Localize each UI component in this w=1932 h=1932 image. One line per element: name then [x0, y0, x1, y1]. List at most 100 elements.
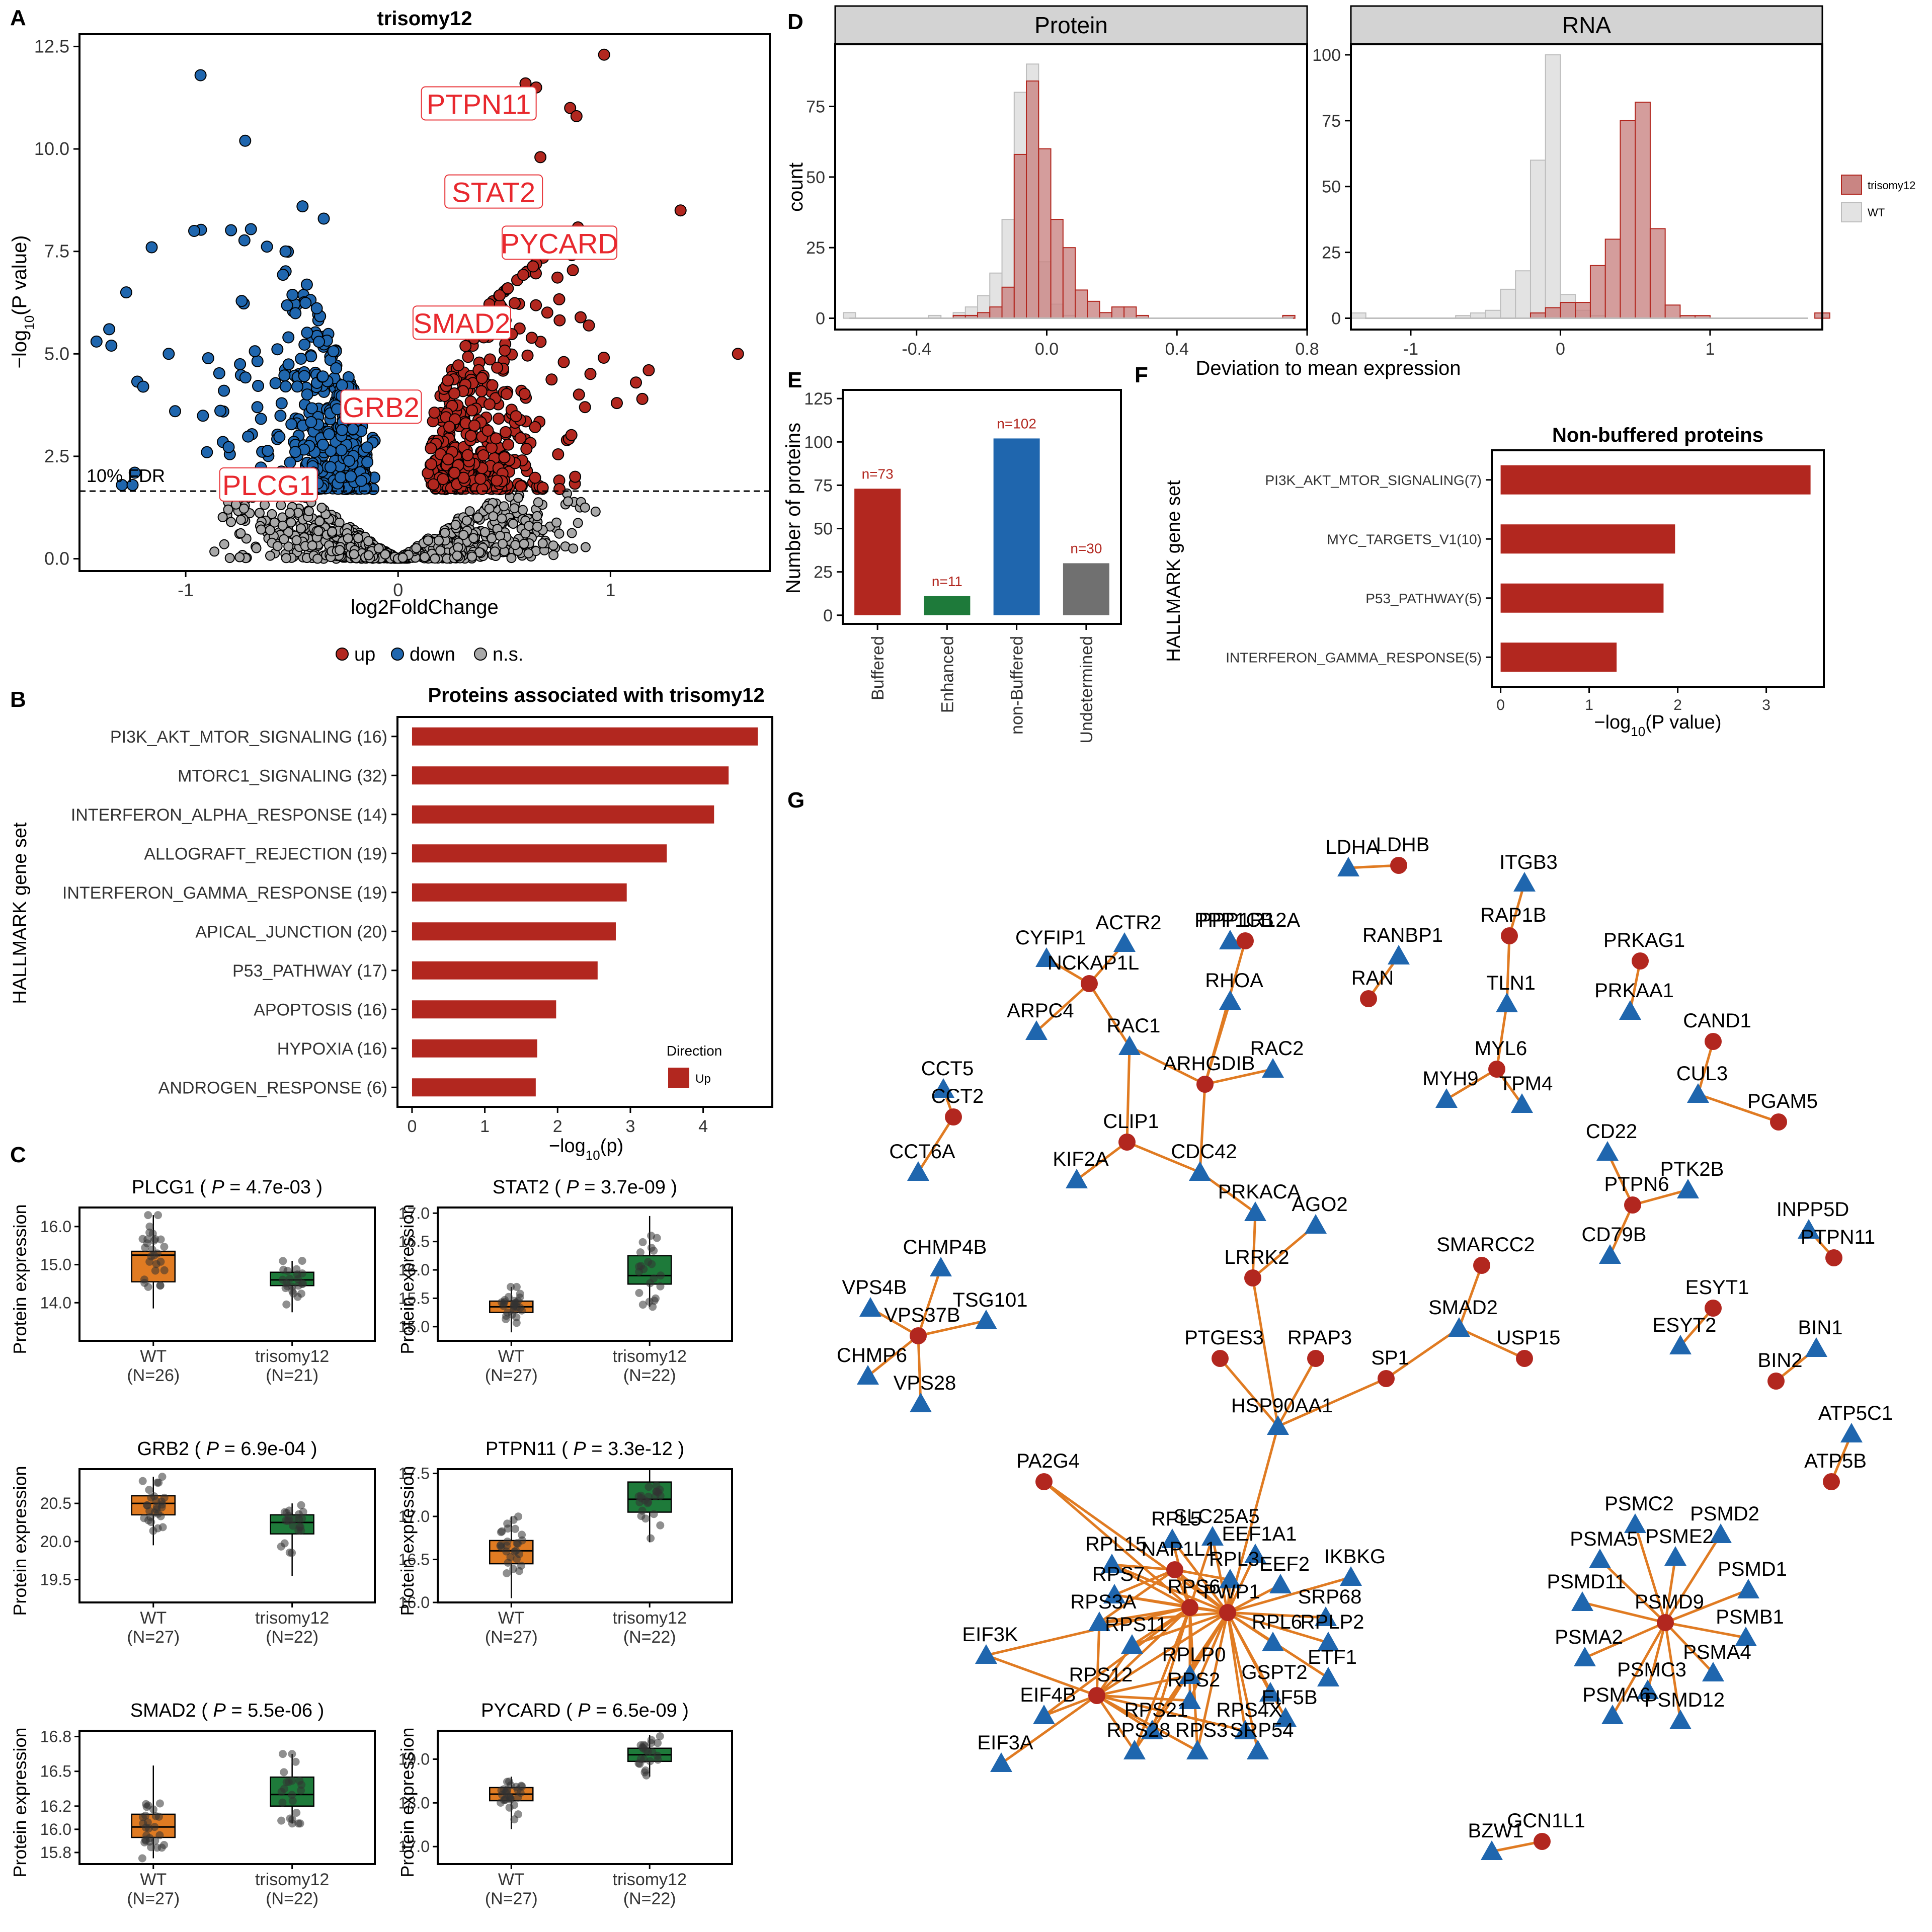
- node-rpl3: [1219, 1569, 1241, 1588]
- network-edge: [1099, 1611, 1228, 1624]
- point-ns: [551, 517, 562, 528]
- node-ikbkg: [1340, 1566, 1362, 1586]
- point-up: [565, 429, 578, 441]
- p-suffix: ): [677, 1700, 689, 1721]
- sample-point: [280, 1768, 288, 1777]
- boxplot-frame: [437, 1730, 733, 1865]
- volcano-panel: trisomy12 10% FDR PTPN11 STAT2 PYCARD SMAD2 GR…: [9, 8, 771, 665]
- sample-point: [286, 1814, 294, 1823]
- facet-strip: [834, 5, 1308, 45]
- sample-point: [512, 1319, 521, 1327]
- category-label: PI3K_AKT_MTOR_SIGNALING(7): [1265, 472, 1482, 488]
- node-label: RPLP2: [1301, 1611, 1364, 1633]
- sample-point: [141, 1811, 150, 1820]
- point-ns: [296, 523, 306, 534]
- node-label: ARHGDIB: [1163, 1053, 1255, 1075]
- network-edge: [1251, 1212, 1257, 1278]
- sample-point: [284, 1778, 293, 1786]
- sample-point: [145, 1837, 154, 1846]
- sample-point: [153, 1843, 162, 1852]
- sample-point: [158, 1473, 167, 1481]
- network-edge: [1664, 1534, 1722, 1624]
- point-up: [518, 388, 531, 400]
- node-psmd9: [1657, 1614, 1674, 1631]
- node-myl6: [1488, 1061, 1505, 1078]
- x-axis-label: −log10(p): [549, 1136, 623, 1163]
- node-cand1: [1705, 1033, 1722, 1050]
- panel-letter-a: A: [10, 6, 26, 30]
- bar: [412, 883, 627, 902]
- point-down: [218, 384, 230, 397]
- node-label: HSP90AA1: [1231, 1395, 1333, 1417]
- network-edge: [1188, 1612, 1229, 1701]
- node-ptk2b: [1677, 1179, 1699, 1198]
- point-down: [301, 327, 313, 339]
- network-edge: [917, 1116, 955, 1173]
- node-label: RPS6: [1168, 1576, 1221, 1598]
- gene-label: PYCARD: [501, 227, 618, 259]
- node-itgb3: [1513, 872, 1536, 892]
- point-down: [238, 234, 251, 247]
- node-eef2: [1269, 1574, 1292, 1593]
- y-tick-label: 16.0: [398, 1593, 430, 1612]
- sample-point: [143, 1235, 152, 1244]
- y-axis-label: Protein expression: [397, 1727, 418, 1877]
- node-label: SRP54: [1230, 1719, 1294, 1741]
- sample-point: [291, 1757, 300, 1766]
- y-tick-label: 16.0: [398, 1261, 430, 1279]
- sample-point: [282, 1300, 291, 1309]
- category-label: INTERFERON_GAMMA_RESPONSE(5): [1226, 650, 1482, 665]
- point-ns: [580, 502, 590, 513]
- node-label: ITGB3: [1499, 851, 1558, 873]
- point-down: [128, 466, 141, 479]
- node-label: RPS11: [1105, 1614, 1167, 1636]
- point-up: [642, 364, 655, 376]
- point-up: [541, 306, 553, 319]
- category-label: ANDROGEN_RESPONSE (6): [158, 1078, 387, 1097]
- network-edge: [1096, 1694, 1246, 1732]
- p-symbol: P: [566, 1177, 579, 1198]
- node-label: PRKAG1: [1603, 929, 1685, 951]
- point-down: [306, 402, 318, 415]
- y-tick-label: 14.0: [40, 1294, 71, 1312]
- network-edge: [1227, 1576, 1351, 1614]
- sample-point: [295, 1777, 304, 1785]
- node-label: CDC42: [1171, 1141, 1237, 1163]
- point-ns: [380, 549, 390, 559]
- wt-bin: [1470, 312, 1486, 319]
- boxplot-frame: [78, 1206, 376, 1342]
- node-label: RPL5: [1151, 1508, 1201, 1530]
- node-psma5: [1589, 1549, 1611, 1568]
- point-down: [255, 413, 267, 425]
- network-edge: [1188, 1537, 1214, 1608]
- network-edge: [1227, 1611, 1329, 1644]
- point-down: [251, 401, 264, 414]
- node-label: CCT2: [931, 1085, 984, 1107]
- sample-point: [144, 1211, 152, 1220]
- point-ns: [532, 511, 542, 521]
- point-ns: [458, 530, 469, 540]
- node-ago2: [1305, 1214, 1327, 1234]
- point-ns: [316, 503, 327, 513]
- network-nodes: [857, 857, 1863, 1860]
- category-label: APICAL_JUNCTION (20): [195, 922, 387, 941]
- node-label: RPLP0: [1162, 1644, 1226, 1666]
- network-edge: [1095, 1622, 1101, 1696]
- network-edge: [1251, 1277, 1279, 1427]
- point-up: [462, 351, 474, 363]
- network-edge: [1697, 1041, 1715, 1095]
- node-psma4: [1702, 1662, 1724, 1681]
- group-label: WT: [498, 1608, 525, 1628]
- x-tick-label: 1: [605, 580, 615, 600]
- gene-label-box: [502, 225, 618, 260]
- point-ns: [265, 550, 275, 561]
- node-label: PSMA5: [1570, 1528, 1638, 1550]
- boxplot-pycard: PYCARD ( P = 6.5e-09 )WT(N=27)trisomy12(…: [397, 1700, 733, 1908]
- group-label: WT: [140, 1870, 167, 1889]
- node-usp15: [1516, 1350, 1533, 1367]
- p-prefix: (: [189, 1438, 206, 1460]
- boxplot-ptpn11: PTPN11 ( P = 3.3e-12 )WT(N=27)trisomy12(…: [397, 1438, 733, 1647]
- network-edge: [1385, 1327, 1460, 1380]
- node-label: EIF4B: [1020, 1684, 1076, 1706]
- node-label: RPAP3: [1287, 1327, 1352, 1349]
